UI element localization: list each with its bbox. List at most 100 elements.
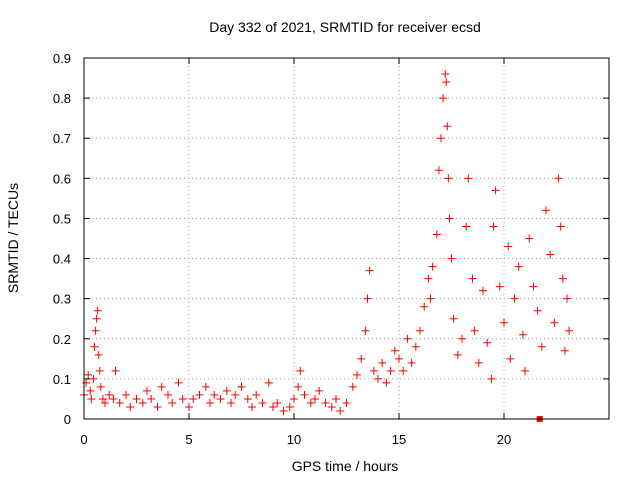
- data-point: [336, 406, 345, 415]
- data-point: [126, 402, 135, 411]
- data-point: [237, 382, 246, 391]
- data-point: [479, 286, 487, 295]
- data-point: [279, 406, 288, 415]
- data-point: [382, 378, 391, 387]
- data-point: [504, 242, 513, 251]
- data-point: [94, 350, 103, 359]
- data-point: [407, 358, 416, 367]
- data-point: [92, 314, 101, 323]
- data-points: [80, 70, 574, 422]
- data-point: [521, 366, 529, 375]
- y-tick-label: 0.7: [53, 131, 71, 146]
- data-point: [105, 390, 114, 399]
- grid: [84, 58, 609, 419]
- data-point: [560, 346, 569, 355]
- data-point: [365, 266, 374, 275]
- data-point: [185, 402, 193, 411]
- data-point: [231, 390, 240, 399]
- data-point: [98, 394, 107, 403]
- data-point: [487, 374, 496, 383]
- data-point: [428, 262, 437, 271]
- data-point: [439, 94, 448, 103]
- data-point: [386, 366, 395, 375]
- data-point: [189, 394, 198, 403]
- data-point: [525, 234, 534, 243]
- y-tick-label: 0.5: [53, 211, 71, 226]
- data-point: [506, 354, 515, 363]
- y-tick-label: 0.4: [53, 252, 71, 267]
- data-point: [546, 250, 555, 259]
- x-axis-label: GPS time / hours: [292, 458, 399, 474]
- data-point: [174, 378, 183, 387]
- axis-ticks: 0 0.1 0.2 0.3 0.4 0.5 0.6 0.7 0.8 0.9 0 5 10 15 20: [53, 51, 609, 447]
- data-point: [470, 326, 479, 335]
- data-point: [273, 398, 282, 407]
- data-point: [157, 382, 166, 391]
- data-point: [115, 398, 124, 407]
- y-tick-label: 0.8: [53, 91, 71, 106]
- data-point: [243, 394, 252, 403]
- data-point: [285, 402, 294, 411]
- data-point: [518, 330, 527, 339]
- data-point: [489, 222, 498, 231]
- data-point: [300, 390, 309, 399]
- data-point: [296, 366, 305, 375]
- data-point: [306, 398, 315, 407]
- data-point: [500, 318, 508, 327]
- data-point: [294, 382, 303, 391]
- data-point: [87, 394, 96, 403]
- data-point: [445, 214, 454, 223]
- data-point: [348, 382, 357, 391]
- x-tick-label: 10: [287, 432, 301, 447]
- data-point: [122, 390, 130, 399]
- data-point: [101, 398, 109, 407]
- data-point: [514, 262, 523, 271]
- data-point: [411, 342, 420, 351]
- data-point: [109, 394, 118, 403]
- data-point: [556, 222, 565, 231]
- data-point: [361, 326, 370, 335]
- data-point: [84, 370, 93, 379]
- data-point: [378, 358, 387, 367]
- data-point: [483, 338, 492, 347]
- data-point: [210, 390, 219, 399]
- x-tick-label: 20: [497, 432, 511, 447]
- y-tick-label: 0.1: [53, 372, 71, 387]
- data-point: [96, 382, 105, 391]
- data-point: [565, 326, 574, 335]
- data-point: [542, 206, 550, 215]
- data-point: [342, 398, 351, 407]
- data-point: [82, 378, 91, 387]
- data-point: [111, 366, 120, 375]
- data-point: [363, 294, 372, 303]
- data-point: [420, 302, 429, 311]
- data-point: [248, 402, 256, 411]
- data-point: [424, 274, 433, 283]
- data-point: [434, 166, 443, 175]
- data-point: [269, 402, 277, 411]
- plot-frame: [83, 57, 610, 420]
- data-point: [390, 346, 399, 355]
- data-point: [153, 402, 162, 411]
- data-point: [550, 318, 559, 327]
- data-point: [444, 174, 453, 183]
- data-point: [474, 358, 483, 367]
- data-point: [195, 390, 204, 399]
- data-point: [491, 186, 500, 195]
- data-point: [216, 394, 225, 403]
- x-tick-label: 0: [80, 432, 87, 447]
- data-point: [311, 394, 319, 403]
- data-point: [403, 334, 412, 343]
- data-point: [332, 394, 340, 403]
- data-point: [468, 274, 477, 283]
- data-point: [533, 306, 542, 315]
- data-point: [206, 398, 214, 407]
- data-point: [258, 398, 267, 407]
- data-point: [426, 294, 435, 303]
- data-point: [369, 366, 378, 375]
- y-tick-label: 0.6: [53, 171, 71, 186]
- data-point: [132, 394, 141, 403]
- data-point: [327, 402, 336, 411]
